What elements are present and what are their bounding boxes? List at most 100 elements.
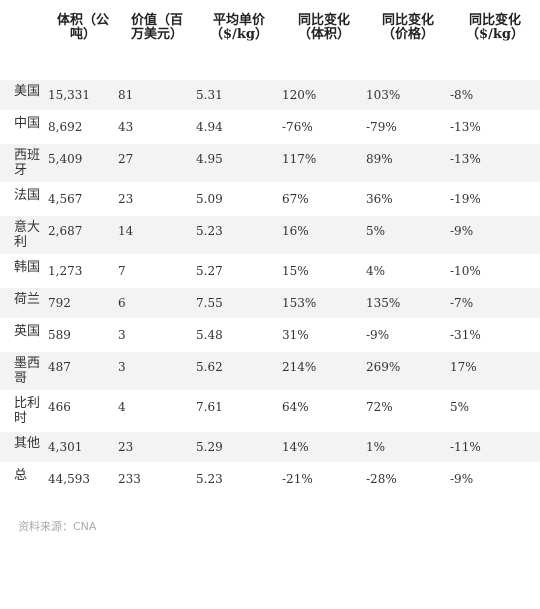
cell: 8,692 [48, 110, 118, 143]
row-label: 墨西哥 [0, 350, 48, 391]
cell: 17% [450, 350, 540, 391]
cell: 43 [118, 110, 196, 143]
cell: -19% [450, 182, 540, 215]
cell: -28% [366, 462, 450, 494]
row-label: 韩国 [0, 254, 48, 287]
cell: 16% [282, 214, 366, 255]
cell: 23 [118, 182, 196, 215]
cell: 4,567 [48, 182, 118, 215]
header-cell: 同比变化（体积） [297, 13, 350, 42]
cell: 23 [118, 430, 196, 463]
cell: 1,273 [48, 254, 118, 287]
cell: -9% [450, 214, 540, 255]
table-container: 体积（公吨） 价值（百万美元） 平均单价（$/kg） 同比变化（体积） 同比变化（价格）… [0, 0, 540, 533]
cell: -13% [450, 110, 540, 143]
cell: 4 [118, 390, 196, 431]
cell: 5.31 [196, 78, 282, 111]
cell: 4,301 [48, 430, 118, 463]
cell: -31% [450, 318, 540, 351]
cell: 466 [48, 390, 118, 431]
cell: -76% [282, 110, 366, 143]
cell: 6 [118, 286, 196, 319]
cell: 3 [118, 350, 196, 391]
table-row: 中国 8,692 43 4.94 -76% -79% -13% [0, 110, 540, 143]
row-label: 意大利 [0, 214, 48, 255]
header-cell: 体积（公吨） [56, 13, 109, 42]
cell: 5% [450, 390, 540, 431]
cell: 5.23 [196, 214, 282, 255]
cell: 5.09 [196, 182, 282, 215]
cell: 44,593 [48, 462, 118, 494]
cell: 269% [366, 350, 450, 391]
cell: 67% [282, 182, 366, 215]
cell: 135% [366, 286, 450, 319]
table-row: 其他 4,301 23 5.29 14% 1% -11% [0, 430, 540, 463]
cell: -11% [450, 430, 540, 463]
row-label: 比利时 [0, 390, 48, 431]
cell: 5,409 [48, 142, 118, 183]
cell: 27 [118, 142, 196, 183]
cell: 792 [48, 286, 118, 319]
row-label: 其他 [0, 430, 48, 463]
row-label: 法国 [0, 182, 48, 215]
cell: -8% [450, 78, 540, 111]
cell: 4.94 [196, 110, 282, 143]
table-row: 墨西哥 487 3 5.62 214% 269% 17% [0, 350, 540, 391]
header-cell [0, 0, 48, 79]
cell: 7 [118, 254, 196, 287]
cell: 31% [282, 318, 366, 351]
cell: 120% [282, 78, 366, 111]
header-cell: 平均单价（$/kg） [210, 13, 268, 42]
cell: 5.48 [196, 318, 282, 351]
header-cell: 价值（百万美元） [130, 13, 183, 42]
table-row: 法国 4,567 23 5.09 67% 36% -19% [0, 182, 540, 215]
cell: -9% [450, 462, 540, 494]
cell: 15,331 [48, 78, 118, 111]
table-row: 荷兰 792 6 7.55 153% 135% -7% [0, 286, 540, 319]
cell: -21% [282, 462, 366, 494]
cell: 64% [282, 390, 366, 431]
cell: 214% [282, 350, 366, 391]
table-row: 总 44,593 233 5.23 -21% -28% -9% [0, 462, 540, 494]
header-cell: 同比变化（价格） [381, 13, 434, 42]
cell: 2,687 [48, 214, 118, 255]
source: 资料来源：CNA [18, 520, 97, 533]
cell: 103% [366, 78, 450, 111]
cell: 5.27 [196, 254, 282, 287]
table-row: 意大利 2,687 14 5.23 16% 5% -9% [0, 214, 540, 255]
header-row: 体积（公吨） 价值（百万美元） 平均单价（$/kg） 同比变化（体积） 同比变化（价格）… [0, 0, 540, 79]
cell: 153% [282, 286, 366, 319]
row-label: 荷兰 [0, 286, 48, 319]
cell: -9% [366, 318, 450, 351]
cell: 15% [282, 254, 366, 287]
cell: 589 [48, 318, 118, 351]
cell: -10% [450, 254, 540, 287]
cell: 7.55 [196, 286, 282, 319]
table-row: 韩国 1,273 7 5.27 15% 4% -10% [0, 254, 540, 287]
cell: 4% [366, 254, 450, 287]
table: 体积（公吨） 价值（百万美元） 平均单价（$/kg） 同比变化（体积） 同比变化（价格）… [0, 0, 540, 494]
cell: 233 [118, 462, 196, 494]
cell: 36% [366, 182, 450, 215]
row-label: 总 [0, 462, 48, 494]
table-row: 英国 589 3 5.48 31% -9% -31% [0, 318, 540, 351]
header-cell: 同比变化（$/kg） [466, 13, 524, 42]
cell: -7% [450, 286, 540, 319]
cell: 7.61 [196, 390, 282, 431]
cell: 89% [366, 142, 450, 183]
table-row: 西班牙 5,409 27 4.95 117% 89% -13% [0, 142, 540, 183]
cell: -79% [366, 110, 450, 143]
table-body: 美国 15,331 81 5.31 120% 103% -8% 中国 8,692 43 4.94 -7… [0, 78, 540, 494]
cell: 1% [366, 430, 450, 463]
cell: 81 [118, 78, 196, 111]
cell: 4.95 [196, 142, 282, 183]
cell: 5.62 [196, 350, 282, 391]
cell: 3 [118, 318, 196, 351]
row-label: 美国 [0, 78, 48, 111]
cell: 5.23 [196, 462, 282, 494]
table-row: 美国 15,331 81 5.31 120% 103% -8% [0, 78, 540, 111]
table-row: 比利时 466 4 7.61 64% 72% 5% [0, 390, 540, 431]
cell: 14% [282, 430, 366, 463]
cell: 487 [48, 350, 118, 391]
